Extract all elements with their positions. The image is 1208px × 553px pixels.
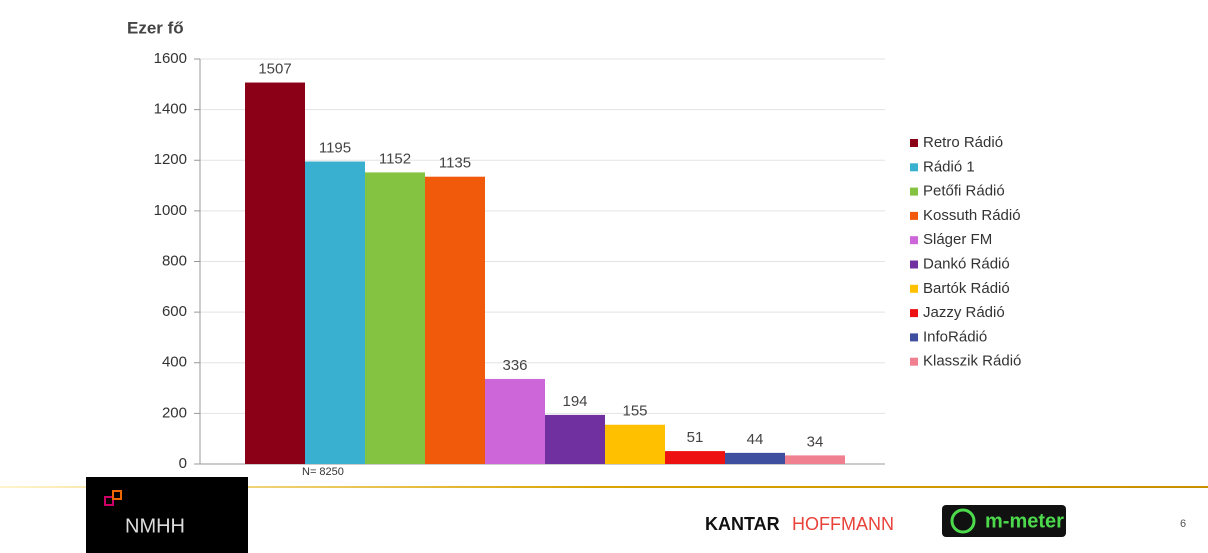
y-tick-label: 1000 xyxy=(154,202,187,219)
y-tick-label: 0 xyxy=(179,455,187,472)
nmhh-icon xyxy=(112,490,122,500)
footer-rule xyxy=(0,486,1208,488)
value-label: 34 xyxy=(807,433,824,450)
bar xyxy=(605,424,665,464)
y-tick-label: 200 xyxy=(162,404,187,421)
nmhh-icon xyxy=(104,496,114,506)
value-label: 1195 xyxy=(319,139,351,156)
legend-swatch xyxy=(910,187,918,196)
legend-label: Dankó Rádió xyxy=(923,255,1010,272)
legend-label: Kossuth Rádió xyxy=(923,207,1021,224)
bar xyxy=(545,414,605,464)
legend-label: Petőfi Rádió xyxy=(923,183,1005,200)
page-number: 6 xyxy=(1180,518,1186,530)
y-tick-label: 1200 xyxy=(154,151,187,168)
value-label: 51 xyxy=(687,429,704,446)
y-tick-label: 1400 xyxy=(154,101,187,118)
legend-label: Rádió 1 xyxy=(923,158,975,175)
bar xyxy=(245,82,305,465)
y-tick-label: 600 xyxy=(162,303,187,320)
kantar-text: KANTAR xyxy=(705,514,780,534)
value-label: 1135 xyxy=(439,155,471,172)
legend-swatch xyxy=(910,163,918,172)
mmeter-logo xyxy=(942,505,1066,537)
bar xyxy=(665,451,725,464)
y-tick-label: 400 xyxy=(162,354,187,371)
value-label: 1152 xyxy=(379,150,411,167)
value-label: 1507 xyxy=(258,61,291,78)
legend-swatch xyxy=(910,211,918,220)
nmhh-logo xyxy=(86,477,248,553)
value-label: 336 xyxy=(502,357,527,374)
bar xyxy=(365,172,425,464)
legend-label: Klasszik Rádió xyxy=(923,353,1021,370)
bar xyxy=(485,378,545,464)
legend-label: InfoRádió xyxy=(923,328,987,345)
mmeter-icon xyxy=(950,508,976,534)
mmeter-text: m-meter xyxy=(985,510,1064,532)
note: N= 8250 xyxy=(302,466,344,478)
bar xyxy=(425,176,485,464)
legend-label: Sláger FM xyxy=(923,231,992,248)
legend-label: Jazzy Rádió xyxy=(923,304,1005,321)
legend-swatch xyxy=(910,333,918,342)
y-tick-label: 1600 xyxy=(154,50,187,67)
legend-swatch xyxy=(910,309,918,318)
bar xyxy=(305,161,365,464)
legend-swatch xyxy=(910,139,918,147)
value-label: 155 xyxy=(622,403,647,420)
bar xyxy=(785,455,845,464)
legend-swatch xyxy=(910,357,918,366)
legend-swatch xyxy=(910,236,918,245)
legend-swatch xyxy=(910,284,918,293)
bar xyxy=(725,452,785,464)
legend-label: Bartók Rádió xyxy=(923,280,1010,297)
legend-label: Retro Rádió xyxy=(923,134,1003,151)
y-axis-title: Ezer fő xyxy=(127,18,184,37)
legend-swatch xyxy=(910,260,918,269)
y-tick-label: 800 xyxy=(162,252,187,269)
nmhh-text: NMHH xyxy=(125,515,185,537)
hoffmann-text: HOFFMANN xyxy=(792,514,894,534)
value-label: 194 xyxy=(562,393,587,410)
value-label: 44 xyxy=(747,431,764,448)
